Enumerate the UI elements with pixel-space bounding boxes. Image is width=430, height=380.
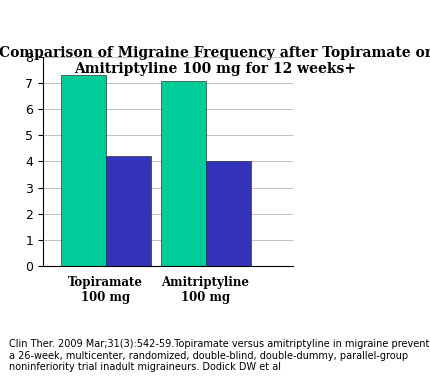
- Bar: [205, 162, 250, 266]
- Text: Clin Ther. 2009 Mar;31(3):542-59.Topiramate versus amitriptyline in migraine pre: Clin Ther. 2009 Mar;31(3):542-59.Topiram…: [9, 339, 430, 372]
- Text: Comparison of Migraine Frequency after Topiramate or
Amitriptyline 100 mg for 12: Comparison of Migraine Frequency after T…: [0, 46, 430, 76]
- Bar: [160, 81, 205, 266]
- Bar: [105, 156, 150, 266]
- Bar: [61, 75, 105, 266]
